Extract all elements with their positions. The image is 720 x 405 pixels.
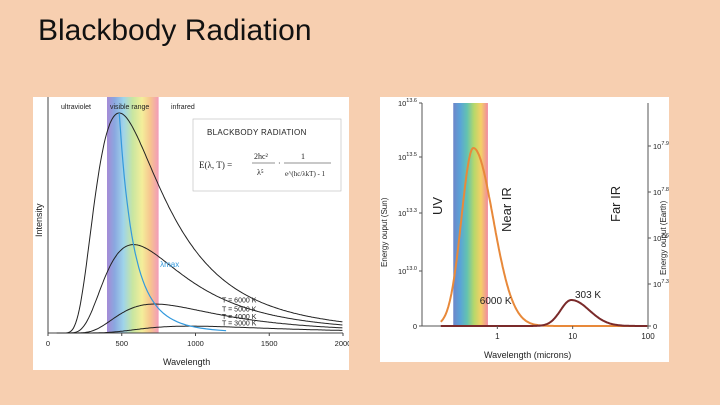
curve-5000k (56, 244, 343, 334)
formula-num2: 1 (301, 152, 305, 161)
uv-region-label: UV (430, 197, 445, 215)
right-y-tick-label: 107.6 (653, 233, 669, 243)
left-y-tick-label: 1013.6 (398, 98, 417, 108)
visible-band (453, 103, 488, 326)
formula-dot: · (278, 159, 281, 168)
curve-label-5000k: T = 5000 K (222, 306, 257, 313)
curve-4000k (56, 303, 343, 334)
right-y-tick-label: 107.8 (653, 187, 669, 197)
near-ir-region-label: Near IR (499, 187, 514, 232)
visible-region-label: visible range (110, 104, 149, 111)
right-y-axis-label: Energy ouput (Earth) (659, 200, 668, 275)
curve-303k (440, 299, 648, 327)
peak-curve-label: λmax (160, 260, 179, 269)
far-ir-region-label: Far IR (608, 186, 623, 222)
left-y-tick-label: 1013.0 (398, 266, 417, 276)
x-tick-label: 0 (46, 339, 50, 348)
right-y-tick-label: 0 (653, 322, 657, 331)
right-y-tick-label: 107.9 (653, 141, 669, 151)
left-y-tick-label: 1013.5 (398, 152, 417, 162)
curve-label-6000k: T = 6000 K (222, 298, 257, 305)
left-y-axis-label: Energy ouput (Sun) (380, 197, 389, 267)
slide-title: Blackbody Radiation (38, 14, 312, 47)
x-tick-label: 10 (568, 332, 577, 341)
right-y-tick-label: 107.3 (653, 279, 669, 289)
formula-num1: 2hc² (254, 152, 269, 161)
x-axis-label: Wavelength (163, 357, 210, 367)
curve-label-303k: 303 K (575, 290, 601, 301)
peak-wavelength-curve (118, 112, 227, 332)
curve-label-3000k: T = 3000 K (222, 320, 257, 327)
x-tick-label: 1 (495, 332, 500, 341)
formula-box (192, 118, 342, 192)
curve-label-6000k: 6000 K (480, 296, 512, 307)
x-tick-label: 1000 (187, 339, 204, 348)
uv-region-label: ultraviolet (61, 104, 91, 111)
curve-6000k (56, 112, 343, 334)
x-axis-label: Wavelength (microns) (484, 350, 571, 360)
x-tick-label: 500 (115, 339, 128, 348)
curve-3000k (56, 325, 343, 334)
x-tick-label: 1500 (261, 339, 278, 348)
x-tick-label: 2000 (335, 339, 349, 348)
formula-den2: e^(hc/λkT) - 1 (285, 170, 326, 178)
x-tick-label: 100 (641, 332, 655, 341)
formula-title: BLACKBODY RADIATION (207, 128, 307, 137)
left-y-tick-label: 0 (413, 322, 417, 331)
formula-den1: λ⁵ (257, 168, 264, 177)
left-chart-svg: T = 6000 KT = 5000 KT = 4000 KT = 3000 K… (34, 97, 351, 367)
ir-region-label: infrared (171, 104, 195, 111)
formula-lhs: E(λ, T) = (199, 160, 232, 170)
curve-label-4000k: T = 4000 K (222, 314, 257, 321)
blackbody-chart-right: 6000 K 303 K 0 1013.0 1013.3 1013.5 1013.6 0 10… (380, 97, 669, 362)
left-y-tick-label: 1013.3 (398, 208, 417, 218)
y-axis-label: Intensity (34, 203, 44, 237)
visible-band (107, 97, 159, 333)
